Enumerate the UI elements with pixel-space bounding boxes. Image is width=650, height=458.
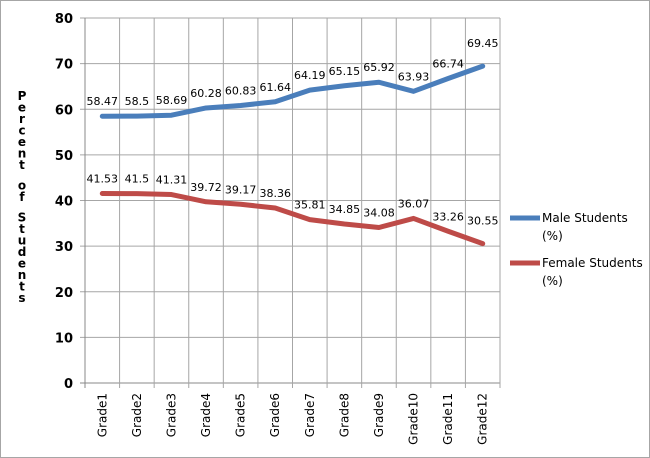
y-axis-label-char: n bbox=[18, 268, 27, 282]
data-label: 66.74 bbox=[432, 57, 464, 70]
y-tick-label: 0 bbox=[64, 377, 73, 392]
y-tick-label: 40 bbox=[55, 195, 73, 210]
data-label: 41.31 bbox=[156, 174, 188, 187]
y-axis-label-char: u bbox=[18, 234, 27, 248]
data-label: 34.08 bbox=[363, 207, 395, 220]
data-label: 58.47 bbox=[87, 95, 119, 108]
data-label: 65.92 bbox=[363, 61, 395, 74]
x-tick-label: Grade12 bbox=[476, 393, 490, 445]
y-axis-label-char: n bbox=[18, 147, 27, 161]
x-tick-label: Grade4 bbox=[199, 393, 213, 437]
y-axis-label-char: t bbox=[19, 222, 25, 236]
y-axis-label-char: t bbox=[19, 158, 25, 172]
y-tick-label: 80 bbox=[55, 12, 73, 27]
y-axis-label-char: t bbox=[19, 280, 25, 294]
x-tick-label: Grade1 bbox=[95, 393, 109, 437]
x-tick-label: Grade11 bbox=[441, 393, 455, 445]
data-label: 63.93 bbox=[398, 70, 430, 83]
y-axis-label-char: o bbox=[18, 179, 26, 193]
y-axis-label-char: e bbox=[18, 101, 26, 115]
x-tick-label: Grade7 bbox=[303, 393, 317, 437]
data-label: 60.28 bbox=[190, 87, 222, 100]
data-label: 58.69 bbox=[156, 94, 188, 107]
x-tick-label: Grade8 bbox=[337, 393, 351, 437]
y-tick-label: 10 bbox=[55, 331, 73, 346]
data-label: 41.53 bbox=[87, 173, 119, 186]
x-tick-label: Grade3 bbox=[164, 393, 178, 437]
data-label: 33.26 bbox=[432, 210, 464, 223]
series-line bbox=[99, 63, 486, 119]
series-line bbox=[99, 191, 486, 247]
y-tick-label: 20 bbox=[55, 286, 73, 301]
y-axis-label-char: P bbox=[18, 89, 27, 103]
legend-label: Male Students bbox=[542, 211, 628, 225]
data-label: 58.5 bbox=[125, 95, 150, 108]
x-tick-label: Grade2 bbox=[130, 393, 144, 437]
y-axis-label-char: S bbox=[18, 211, 27, 225]
data-label: 39.17 bbox=[225, 183, 257, 196]
x-tick-label: Grade9 bbox=[372, 393, 386, 437]
data-label: 60.83 bbox=[225, 84, 257, 97]
y-axis-label-char: r bbox=[19, 112, 25, 126]
y-tick-label: 60 bbox=[55, 103, 73, 118]
data-label: 61.64 bbox=[259, 81, 291, 94]
data-label: 34.85 bbox=[329, 203, 361, 216]
data-label: 30.55 bbox=[467, 215, 499, 228]
x-tick-label: Grade10 bbox=[407, 393, 421, 445]
legend-label-unit: (%) bbox=[542, 274, 563, 288]
y-axis-label-char: c bbox=[18, 124, 25, 138]
y-axis-label-char: f bbox=[19, 190, 25, 204]
y-axis-label-char: e bbox=[18, 135, 26, 149]
y-tick-label: 50 bbox=[55, 149, 73, 164]
y-axis-label-char: e bbox=[18, 257, 26, 271]
legend-label-unit: (%) bbox=[542, 229, 563, 243]
y-axis-label-char: d bbox=[18, 245, 27, 259]
y-tick-label: 70 bbox=[55, 58, 73, 73]
data-label: 64.19 bbox=[294, 69, 326, 82]
legend-label: Female Students bbox=[542, 256, 643, 270]
data-label: 35.81 bbox=[294, 199, 326, 212]
x-tick-label: Grade5 bbox=[234, 393, 248, 437]
data-label: 41.5 bbox=[125, 173, 150, 186]
data-label: 39.72 bbox=[190, 181, 222, 194]
x-tick-label: Grade6 bbox=[268, 393, 282, 437]
data-label: 69.45 bbox=[467, 37, 499, 50]
data-label: 65.15 bbox=[329, 65, 361, 78]
y-tick-label: 30 bbox=[55, 240, 73, 255]
data-label: 38.36 bbox=[259, 187, 291, 200]
y-axis-label-char: s bbox=[18, 291, 25, 305]
data-label: 36.07 bbox=[398, 197, 430, 210]
